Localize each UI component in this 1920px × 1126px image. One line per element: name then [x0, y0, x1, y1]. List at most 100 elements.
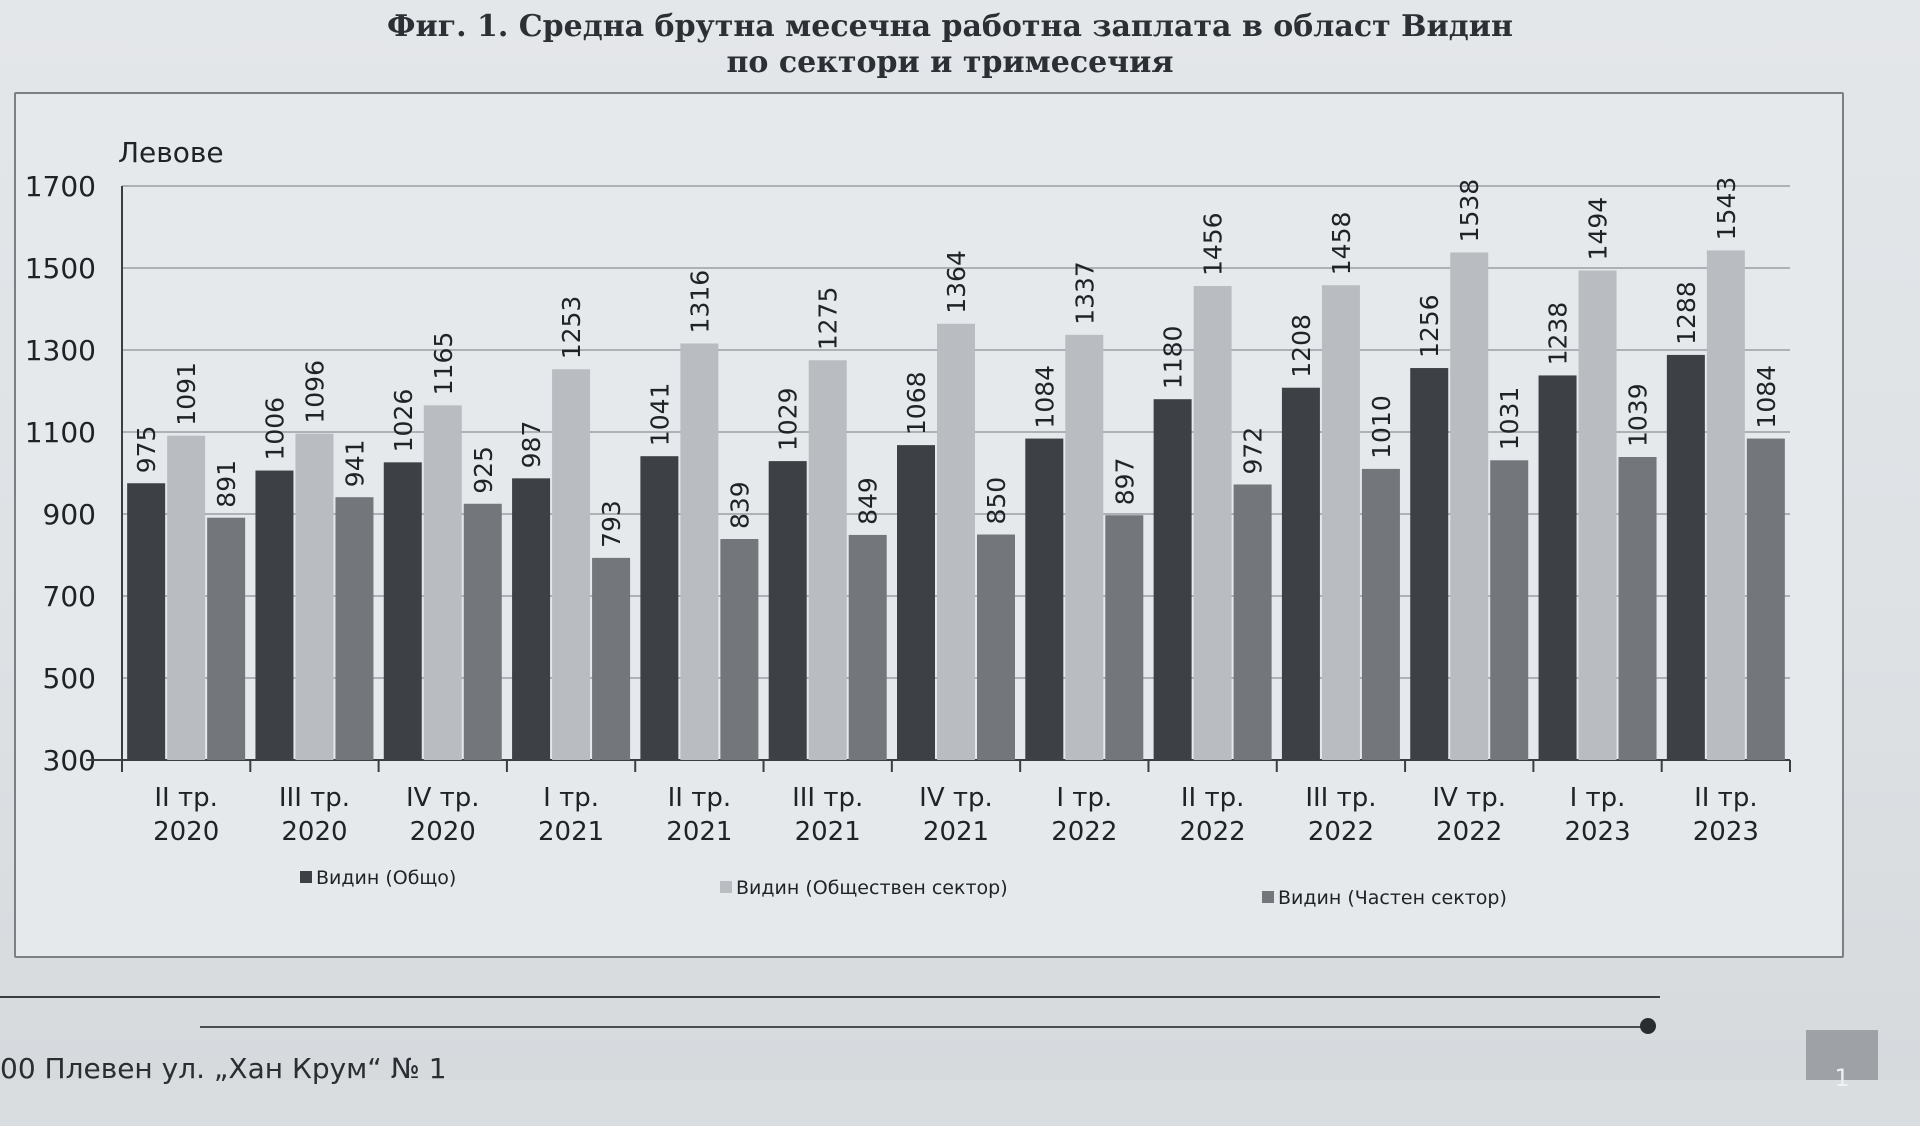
x-tick-label-year: 2023	[1564, 817, 1630, 847]
bar-2	[1450, 252, 1489, 761]
bar-3	[207, 517, 246, 760]
page-number-badge: 1	[1806, 1030, 1878, 1092]
data-label: 1084	[1752, 365, 1781, 429]
x-tick-label-year: 2020	[281, 817, 347, 847]
bar-1	[1025, 438, 1064, 760]
data-label: 1026	[389, 389, 418, 453]
bar-2	[552, 369, 591, 760]
y-tick-label: 1700	[25, 170, 96, 203]
footer-divider	[0, 996, 1660, 998]
chart-title-line-1: Фиг. 1. Средна брутна месечна работна за…	[387, 9, 1513, 44]
x-tick-label-quarter: I тр.	[1570, 783, 1626, 813]
x-tick-label-quarter: IV тр.	[406, 783, 480, 813]
data-label: 1543	[1712, 177, 1741, 241]
x-tick-label-year: 2021	[666, 817, 732, 847]
x-tick-label-year: 2022	[1436, 817, 1502, 847]
bar-2	[1193, 286, 1232, 760]
x-tick-label-quarter: IV тр.	[919, 783, 993, 813]
bar-3	[720, 539, 759, 760]
data-label: 941	[340, 439, 369, 487]
bar-2	[1578, 270, 1617, 760]
x-tick-label-quarter: II тр.	[154, 783, 218, 813]
bar-1	[1153, 399, 1192, 760]
x-tick-label-year: 2021	[795, 817, 861, 847]
data-label: 925	[469, 446, 498, 494]
bar-3	[463, 503, 502, 760]
x-tick-label-quarter: III тр.	[1305, 783, 1376, 813]
bar-3	[1233, 484, 1272, 760]
y-tick-label: 1500	[25, 252, 96, 285]
bar-1	[127, 483, 166, 760]
bar-chart: 3005007009001100130015001700Левове975109…	[25, 136, 1791, 909]
bar-3	[1746, 438, 1785, 760]
bar-3	[848, 534, 887, 760]
bar-3	[335, 497, 374, 760]
legend-label: Видин (Частен сектор)	[1278, 887, 1507, 909]
x-tick-label-year: 2021	[923, 817, 989, 847]
bar-1	[640, 456, 679, 760]
legend-swatch	[1262, 891, 1274, 903]
data-label: 1275	[814, 287, 843, 351]
bar-1	[255, 470, 294, 760]
data-label: 891	[212, 460, 241, 508]
data-label: 849	[854, 477, 883, 525]
bar-3	[977, 534, 1015, 760]
bar-1	[383, 462, 422, 760]
x-tick-label-quarter: III тр.	[792, 783, 863, 813]
bar-2	[167, 435, 206, 760]
data-label: 1165	[429, 332, 458, 396]
bar-2	[1706, 250, 1745, 760]
bar-3	[1490, 460, 1529, 760]
data-label: 1031	[1495, 387, 1524, 451]
bar-3	[1361, 468, 1400, 760]
bar-2	[423, 405, 462, 760]
data-label: 1316	[685, 270, 714, 334]
x-tick-label-year: 2022	[1308, 817, 1374, 847]
data-label: 975	[132, 426, 161, 474]
x-tick-label-year: 2020	[410, 817, 476, 847]
legend-swatch	[720, 881, 732, 893]
bar-2	[937, 323, 975, 760]
data-label: 1238	[1544, 302, 1573, 366]
y-tick-label: 1300	[25, 334, 96, 367]
bar-1	[1410, 368, 1449, 760]
data-label: 1538	[1455, 179, 1484, 243]
data-label: 1456	[1199, 212, 1228, 276]
x-tick-label-year: 2022	[1051, 817, 1117, 847]
data-label: 793	[597, 500, 626, 548]
x-tick-label-quarter: I тр.	[1056, 783, 1112, 813]
bar-1	[1281, 387, 1320, 760]
data-label: 1288	[1672, 281, 1701, 345]
data-label: 1494	[1584, 197, 1613, 261]
bar-1	[897, 445, 935, 760]
legend-swatch	[300, 871, 312, 883]
data-label: 1364	[942, 250, 971, 314]
bar-1	[512, 478, 551, 760]
footer-dot	[1640, 1018, 1656, 1034]
data-label: 897	[1110, 458, 1139, 506]
x-tick-label-year: 2023	[1693, 817, 1759, 847]
x-tick-label-year: 2022	[1180, 817, 1246, 847]
data-label: 1096	[300, 360, 329, 424]
data-label: 1010	[1367, 395, 1396, 459]
legend-label: Видин (Общо)	[316, 867, 456, 889]
x-tick-label-quarter: II тр.	[668, 783, 732, 813]
x-tick-label-quarter: II тр.	[1181, 783, 1245, 813]
bar-3	[1105, 515, 1144, 760]
bar-2	[808, 360, 847, 760]
data-label: 839	[725, 481, 754, 529]
data-label: 1458	[1327, 212, 1356, 276]
bar-3	[1618, 457, 1657, 760]
data-label: 1006	[260, 397, 289, 461]
y-axis-label: Левове	[118, 136, 224, 169]
legend-label: Видин (Обществен сектор)	[736, 877, 1008, 899]
footer-rule	[200, 1026, 1648, 1028]
chart-title-line-2: по сектори и тримесечия	[726, 45, 1174, 80]
bar-2	[680, 343, 719, 760]
y-tick-label: 500	[43, 662, 96, 695]
data-label: 972	[1239, 427, 1268, 475]
data-label: 1039	[1624, 383, 1653, 447]
data-label: 1068	[902, 371, 931, 435]
data-label: 1253	[557, 296, 586, 360]
y-tick-label: 700	[43, 580, 96, 613]
